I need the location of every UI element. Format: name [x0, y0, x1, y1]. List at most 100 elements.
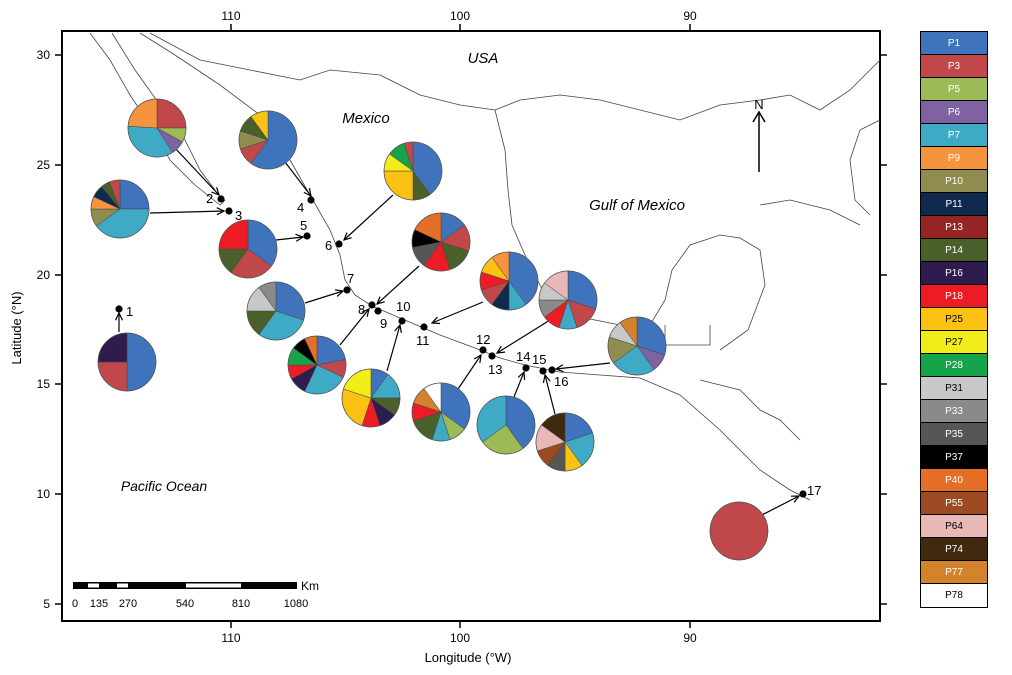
label-usa: USA	[468, 50, 499, 67]
y-tick-30: 30	[37, 48, 51, 62]
legend-item-p14: P14	[921, 239, 987, 262]
arrow-site-12	[455, 354, 482, 393]
site-label-3: 3	[235, 208, 242, 223]
site-dot-17	[799, 490, 807, 498]
haplotype-legend: P1 P3 P5 P6 P7 P9 P10 P11 P13 P14 P16 P18 P25 P27 P28 P…	[920, 31, 988, 608]
arrow-site-14	[513, 371, 525, 398]
site-dot-15	[539, 367, 547, 375]
arrowhead-site-14	[517, 370, 526, 381]
arrow-site-2	[174, 147, 220, 196]
legend-item-p28: P28	[921, 354, 987, 377]
arrowhead-site-1	[114, 311, 124, 321]
legend-item-p11: P11	[921, 193, 987, 216]
arrowhead-site-2	[211, 187, 220, 197]
site-dot-9	[374, 307, 382, 315]
arrow-site-7	[304, 290, 344, 304]
legend-item-p9: P9	[921, 147, 987, 170]
pie-outline-12	[479, 251, 539, 311]
arrow-site-16	[555, 362, 611, 370]
arrow-site-15	[544, 374, 556, 415]
legend-item-p13: P13	[921, 216, 987, 239]
y-tick-15: 15	[37, 377, 51, 391]
legend-item-p35: P35	[921, 423, 987, 446]
label-mexico: Mexico	[342, 110, 390, 127]
pie-outline-3	[90, 179, 150, 239]
pie-outline-8	[287, 335, 347, 395]
scale-bar: Km 0 135 270 540 810 1080	[72, 579, 319, 610]
pie-outline-14	[476, 395, 536, 455]
arrowhead-site-7	[334, 289, 345, 297]
legend-item-p31: P31	[921, 377, 987, 400]
x-tick-bottom-90: 90	[683, 631, 697, 645]
x-tick-bottom-100: 100	[450, 631, 470, 645]
site-dot-11	[420, 323, 428, 331]
site-label-17: 17	[807, 483, 821, 498]
arrowhead-site-3	[216, 207, 226, 216]
pie-outline-17	[709, 501, 769, 561]
arrowhead-site-11	[430, 316, 441, 325]
legend-item-p27: P27	[921, 331, 987, 354]
legend-item-p5: P5	[921, 78, 987, 101]
site-dot-16	[548, 366, 556, 374]
site-label-16: 16	[554, 374, 568, 389]
arrow-site-8	[339, 308, 370, 346]
arrow-site-17	[759, 495, 800, 517]
pie-site-3	[90, 179, 150, 239]
site-label-5: 5	[300, 218, 307, 233]
arrow-site-11	[431, 301, 484, 324]
pie-site-6	[383, 141, 443, 201]
site-dot-6	[335, 240, 343, 248]
site-label-4: 4	[297, 200, 304, 215]
site-dot-12	[479, 346, 487, 354]
site-label-13: 13	[488, 362, 502, 377]
scale-label-540: 540	[176, 598, 194, 610]
label-pacific-ocean: Pacific Ocean	[121, 478, 208, 494]
site-label-15: 15	[532, 352, 546, 367]
arrows	[114, 147, 801, 517]
site-label-7: 7	[347, 271, 354, 286]
legend-item-p10: P10	[921, 170, 987, 193]
arrowhead-site-10	[394, 323, 402, 333]
arrow-site-4	[284, 161, 312, 197]
pie-site-12	[479, 251, 539, 311]
legend-item-p55: P55	[921, 492, 987, 515]
legend-item-p74: P74	[921, 538, 987, 561]
legend-item-p7: P7	[921, 124, 987, 147]
pie-outline-1	[97, 332, 157, 392]
arrow-site-6	[343, 194, 394, 241]
scale-unit: Km	[301, 579, 319, 593]
arrowhead-site-13	[495, 345, 506, 354]
pie-outline-10	[341, 368, 401, 428]
legend-item-p18: P18	[921, 285, 987, 308]
site-dot-14	[522, 364, 530, 372]
pie-site-4	[238, 110, 298, 170]
arrowhead-site-6	[342, 232, 352, 241]
legend-item-p40: P40	[921, 469, 987, 492]
legend-item-p16: P16	[921, 262, 987, 285]
arrowhead-site-16	[554, 364, 564, 373]
arrowhead-site-9	[375, 296, 385, 305]
x-tick-top-90: 90	[683, 9, 697, 23]
pie-outline-7	[246, 281, 306, 341]
pie-site-7	[246, 281, 306, 341]
arrow-site-10	[386, 324, 401, 372]
arrow-site-5	[275, 236, 304, 241]
site-dot-7	[343, 286, 351, 294]
legend-item-p3: P3	[921, 55, 987, 78]
y-tick-25: 25	[37, 158, 51, 172]
pie-outline-4	[238, 110, 298, 170]
arrowhead-site-12	[473, 353, 482, 364]
legend-item-p1: P1	[921, 32, 987, 55]
site-label-14: 14	[516, 349, 530, 364]
pie-site-13	[538, 270, 598, 330]
scale-label-810: 810	[232, 598, 250, 610]
pie-site-10	[341, 368, 401, 428]
pie-site-9	[411, 212, 471, 272]
site-label-11: 11	[416, 333, 430, 348]
pie-site-11	[411, 382, 471, 442]
pie-site-5	[218, 219, 278, 279]
arrowhead-site-4	[303, 188, 312, 198]
site-label-8: 8	[358, 302, 365, 317]
